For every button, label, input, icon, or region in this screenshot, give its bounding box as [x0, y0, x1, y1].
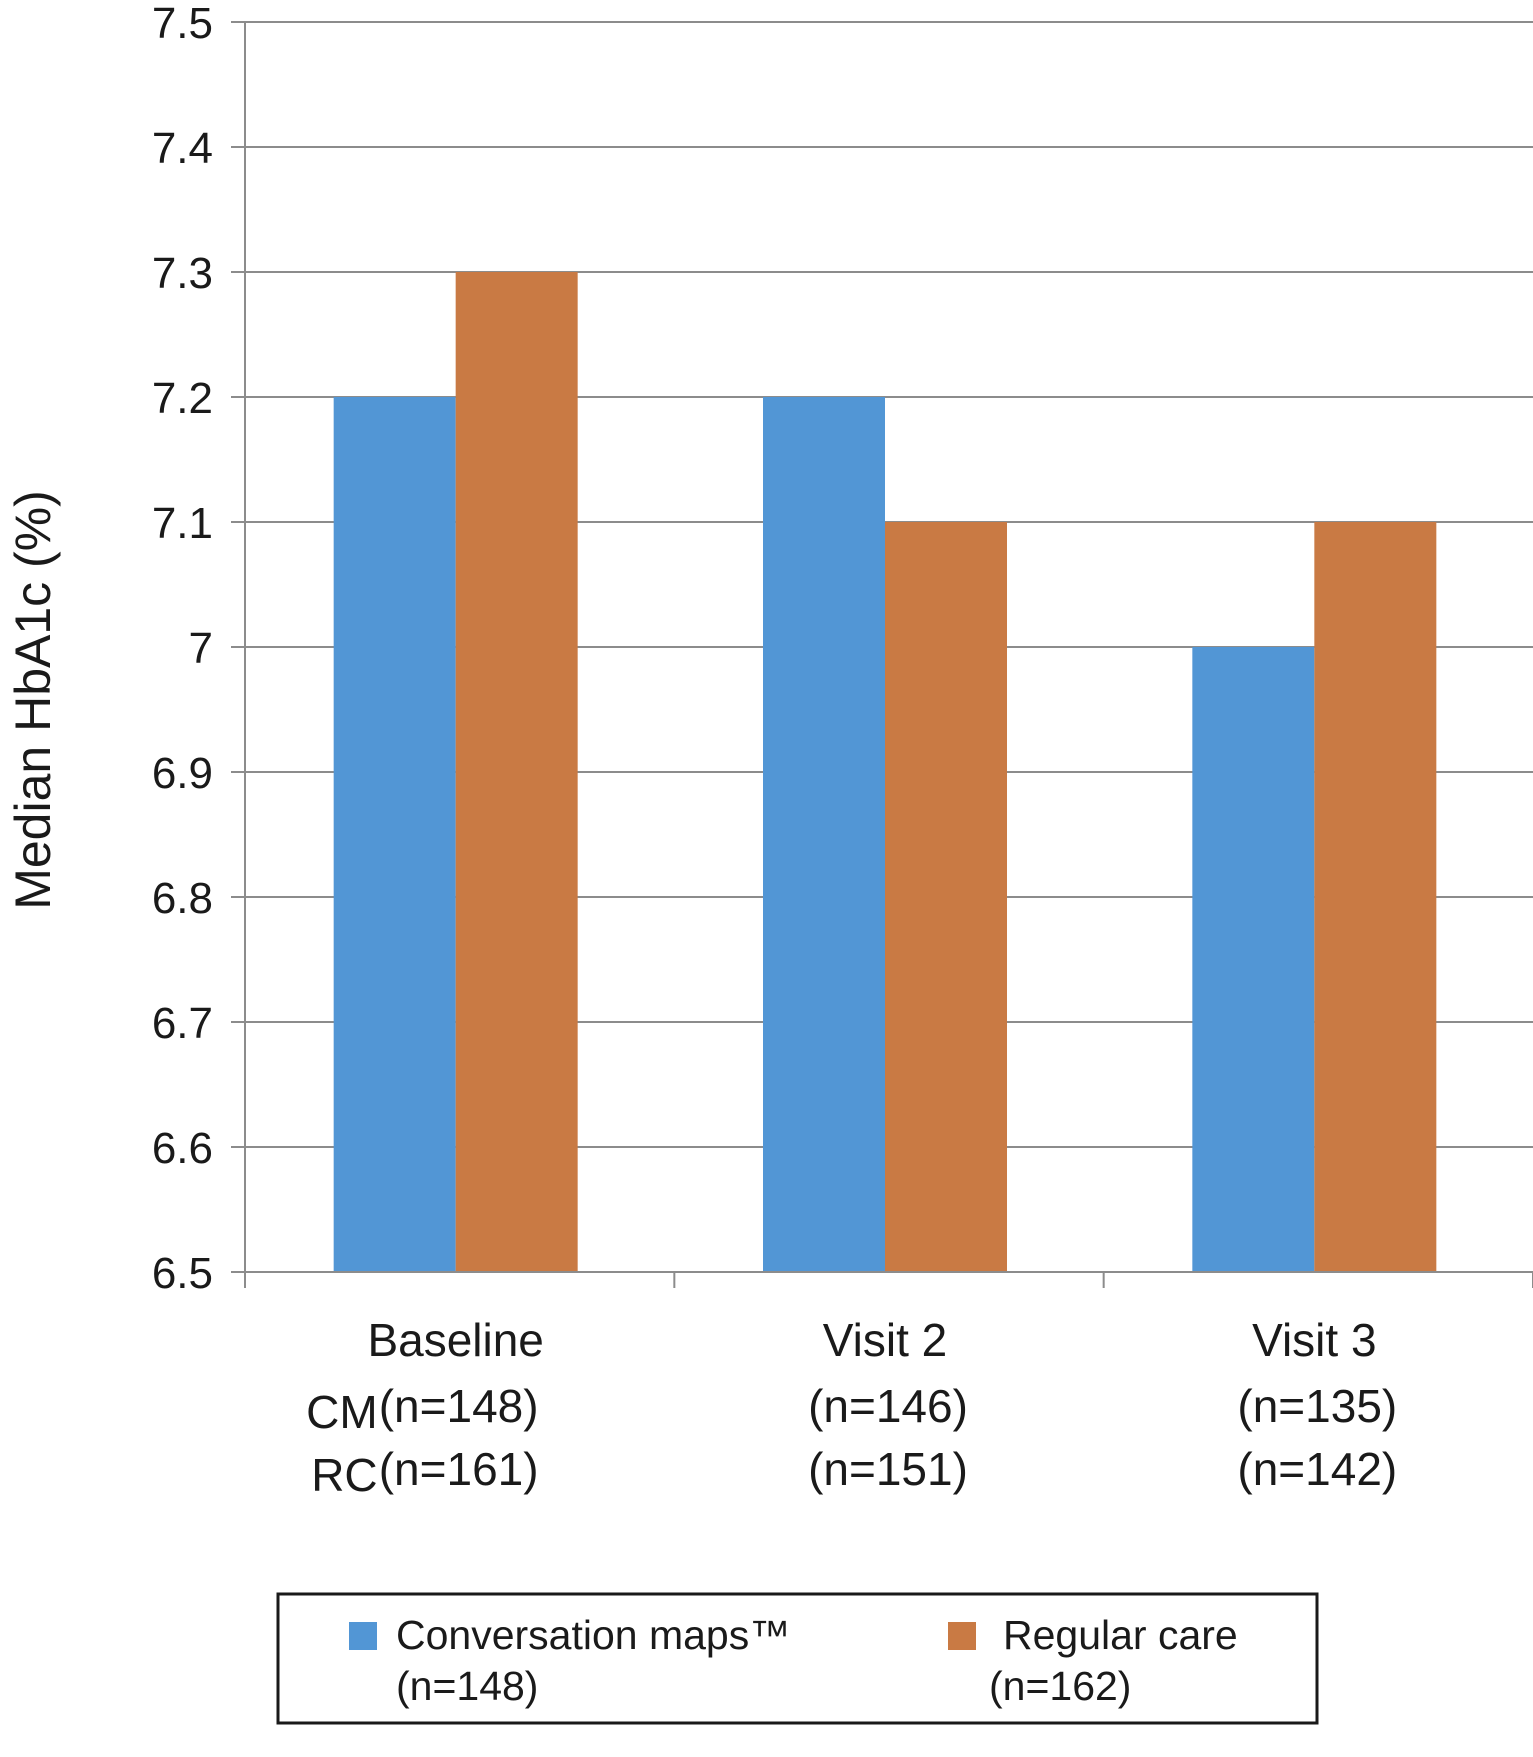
legend-label: Conversation maps™ [396, 1612, 790, 1658]
legend-swatch-regular-care [948, 1622, 976, 1650]
legend-swatch-conversation-maps [349, 1622, 377, 1650]
bar-regular-care-2 [1314, 522, 1437, 1272]
y-tick-label: 7.3 [152, 249, 213, 298]
axes [244, 22, 1533, 1288]
x-category-label: Baseline [367, 1314, 543, 1366]
bar-conversation-maps-1 [763, 397, 885, 1272]
legend-label: Regular care [1003, 1612, 1238, 1658]
y-tick-label: 7.5 [152, 0, 213, 48]
y-tick-label: 6.7 [152, 999, 213, 1048]
legend-box [276, 1592, 1319, 1725]
legend-sublabel: (n=148) [396, 1663, 538, 1709]
x-category-sublabel: (n=135) [1237, 1380, 1397, 1432]
y-tick-label: 7.2 [152, 374, 213, 423]
x-category-label: Visit 2 [823, 1314, 947, 1366]
bars [245, 272, 1533, 1273]
bar-regular-care-1 [885, 522, 1007, 1272]
x-category-sublabel: (n=148) [379, 1380, 539, 1432]
x-category-sublabel: (n=146) [808, 1380, 968, 1432]
y-tick-label: 6.5 [152, 1249, 213, 1298]
x-category-labels: Baseline (n=148)CM(n=161)RC Visit 2 (n=146)… [306, 1314, 1397, 1501]
y-tick-label: 6.8 [152, 874, 213, 923]
x-category-sublabel: (n=151) [808, 1443, 968, 1495]
x-category-group-prefix: CM [306, 1386, 378, 1438]
y-tick-label: 7.1 [152, 499, 213, 548]
bar-conversation-maps-0 [333, 397, 456, 1272]
x-category-sublabel: (n=142) [1237, 1443, 1397, 1495]
y-tick-label: 6.6 [152, 1124, 213, 1173]
y-tick-label: 6.9 [152, 749, 213, 798]
x-category-label: Visit 3 [1252, 1314, 1376, 1366]
y-tick-label: 7 [189, 624, 213, 673]
x-category-sublabel: (n=161) [379, 1443, 539, 1495]
y-axis-label: Median HbA1c (%) [5, 490, 61, 910]
y-tick-labels: 6.5 6.6 6.7 6.8 6.9 7 7.1 7.2 7.3 7.4 7.5 [152, 0, 213, 1298]
legend: Conversation maps™ (n=148) Regular care (n=… [276, 1592, 1319, 1725]
x-category-group-prefix: RC [311, 1449, 377, 1501]
legend-sublabel: (n=162) [989, 1663, 1131, 1709]
bar-conversation-maps-2 [1192, 647, 1315, 1272]
bar-regular-care-0 [455, 272, 578, 1272]
y-tick-label: 7.4 [152, 124, 213, 173]
